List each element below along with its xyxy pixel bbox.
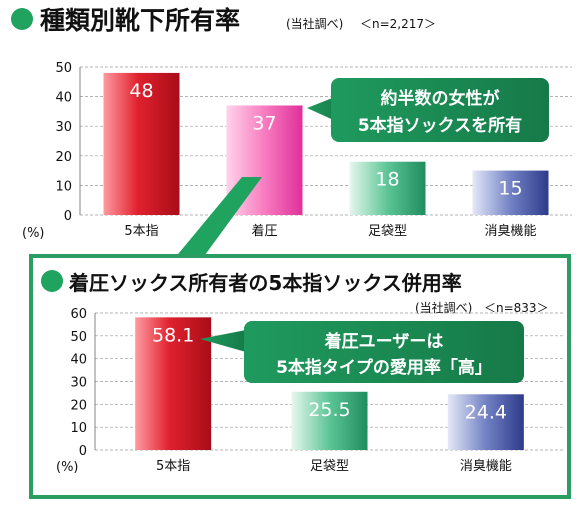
bar-value-label: 58.1 bbox=[152, 324, 194, 346]
category-label: 足袋型 bbox=[368, 224, 407, 239]
chart2-y-ticks: 0 10 20 30 40 50 60 bbox=[70, 307, 87, 459]
y-tick-label: 30 bbox=[55, 120, 72, 135]
category-label: 5本指 bbox=[156, 459, 190, 474]
bar-4 bbox=[472, 170, 549, 215]
chart1-source-note: (当社調べ) bbox=[286, 16, 343, 31]
chart2-category-labels: 5本指 足袋型 消臭機能 bbox=[156, 459, 512, 474]
chart2-source-note: (当社調べ) bbox=[415, 300, 472, 315]
y-tick-label: 20 bbox=[70, 398, 87, 413]
bar-value-label: 15 bbox=[498, 178, 522, 200]
y-tick-label: 40 bbox=[70, 353, 87, 368]
chart1-callout-line1: 約半数の女性が bbox=[381, 88, 500, 109]
y-tick-label: 50 bbox=[55, 61, 72, 76]
chart1-title-bullet bbox=[11, 8, 33, 30]
bar-3 bbox=[349, 161, 426, 215]
chart2-callout: 着圧ユーザーは 5本指タイプの愛用率「高」 bbox=[200, 321, 524, 383]
y-tick-label: 0 bbox=[79, 444, 87, 459]
category-label: 消臭機能 bbox=[460, 459, 512, 474]
bar-value-label: 25.5 bbox=[308, 399, 350, 421]
chart2-bars bbox=[135, 317, 524, 450]
chart1-callout-line2: 5本指ソックスを所有 bbox=[358, 115, 522, 136]
category-label: 足袋型 bbox=[310, 459, 349, 474]
bar-value-label: 48 bbox=[129, 80, 153, 102]
bar-value-label: 37 bbox=[252, 112, 276, 134]
chart1-y-ticks: 0 10 20 30 40 50 bbox=[55, 61, 72, 224]
chart1-sample-size: ＜n=2,217＞ bbox=[360, 17, 436, 31]
chart2-value-labels: 58.1 25.5 24.4 bbox=[152, 324, 507, 423]
bar-3 bbox=[447, 394, 524, 450]
y-tick-label: 10 bbox=[70, 421, 87, 436]
category-label: 着圧 bbox=[251, 223, 277, 239]
bar-value-label: 24.4 bbox=[465, 401, 507, 423]
chart1-value-labels: 48 37 18 15 bbox=[129, 80, 522, 200]
bar-1 bbox=[135, 317, 212, 450]
category-label: 5本指 bbox=[124, 224, 158, 239]
y-tick-label: 20 bbox=[55, 150, 72, 165]
y-tick-label: 0 bbox=[64, 209, 72, 224]
chart2-callout-line2: 5本指タイプの愛用率「高」 bbox=[276, 357, 492, 378]
y-tick-label: 30 bbox=[70, 376, 87, 391]
bar-1 bbox=[103, 72, 180, 215]
chart1-category-labels: 5本指 着圧 足袋型 消臭機能 bbox=[124, 223, 536, 239]
chart1-unit-label: (%) bbox=[22, 226, 45, 241]
category-label: 消臭機能 bbox=[484, 224, 536, 239]
chart2-title-bullet bbox=[41, 270, 63, 292]
y-tick-label: 50 bbox=[70, 330, 87, 345]
chart2-title: 着圧ソックス所有者の5本指ソックス併用率 bbox=[68, 271, 462, 295]
chart1-bars bbox=[103, 72, 549, 215]
y-tick-label: 60 bbox=[70, 307, 87, 322]
chart1-title: 種類別靴下所有率 bbox=[40, 6, 240, 35]
chart2-unit-label: (%) bbox=[56, 460, 79, 475]
y-tick-label: 10 bbox=[55, 179, 72, 194]
chart2-callout-line1: 着圧ユーザーは bbox=[324, 331, 444, 352]
chart2-sample-size: ＜n=833＞ bbox=[484, 301, 549, 315]
y-tick-label: 40 bbox=[55, 91, 72, 106]
bar-value-label: 18 bbox=[375, 169, 399, 191]
connector-arrow bbox=[174, 177, 262, 259]
bar-2 bbox=[291, 391, 368, 450]
chart1-callout: 約半数の女性が 5本指ソックスを所有 bbox=[307, 78, 549, 142]
